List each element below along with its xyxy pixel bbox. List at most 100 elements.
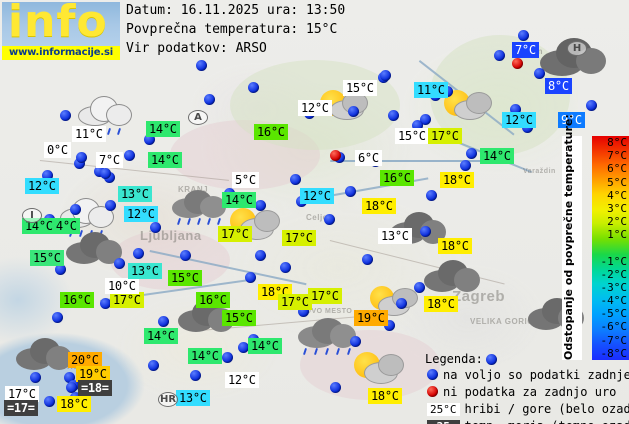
station-dot[interactable] xyxy=(196,60,207,71)
station-dot[interactable] xyxy=(255,200,266,211)
temperature-label: 15°C xyxy=(395,128,429,144)
scale-tick-label: -2°C xyxy=(600,268,628,281)
station-dot[interactable] xyxy=(345,186,356,197)
station-dot[interactable] xyxy=(238,342,249,353)
scale-tick-label: 8°C xyxy=(607,136,627,149)
station-dot[interactable] xyxy=(222,352,233,363)
station-dot[interactable] xyxy=(426,190,437,201)
station-dot[interactable] xyxy=(420,114,431,125)
header-average-temperature: Povprečna temperatura: 15°C xyxy=(126,22,338,37)
station-dot[interactable] xyxy=(348,106,359,117)
temperature-deviation-scale: Odstopanje od povprečne temperature: 8°C… xyxy=(560,114,629,360)
temperature-label: 12°C xyxy=(502,112,536,128)
station-dot[interactable] xyxy=(494,50,505,61)
country-code-badge: A xyxy=(188,110,208,125)
station-dot-no-data[interactable] xyxy=(330,150,341,161)
temperature-label: 14°C xyxy=(144,328,178,344)
temperature-label: 20°C xyxy=(68,352,102,368)
temperature-label: 15°C xyxy=(30,250,64,266)
temperature-label: 18°C xyxy=(438,238,472,254)
temperature-label: 16°C xyxy=(254,124,288,140)
temperature-label: 17°C xyxy=(110,292,144,308)
scale-tick-label: 2°C xyxy=(607,215,627,228)
station-dot[interactable] xyxy=(150,222,161,233)
temperature-label: 17°C xyxy=(282,230,316,246)
temperature-label: 12°C xyxy=(225,372,259,388)
station-dot[interactable] xyxy=(55,264,66,275)
station-dot[interactable] xyxy=(124,150,135,161)
temperature-label: 14°C xyxy=(248,338,282,354)
legend-row-text: temp. morja (temno ozadje) xyxy=(465,419,629,424)
station-dot[interactable] xyxy=(105,200,116,211)
station-dot[interactable] xyxy=(66,382,77,393)
station-dot[interactable] xyxy=(412,120,423,131)
station-dot[interactable] xyxy=(280,262,291,273)
station-dot[interactable] xyxy=(204,94,215,105)
station-dot[interactable] xyxy=(133,248,144,259)
station-dot[interactable] xyxy=(362,254,373,265)
station-dot[interactable] xyxy=(70,204,81,215)
temperature-label: 6°C xyxy=(355,150,382,166)
temperature-label: 7°C xyxy=(512,42,539,58)
station-dot[interactable] xyxy=(100,168,111,179)
station-dot[interactable] xyxy=(104,172,115,183)
station-dot[interactable] xyxy=(510,104,521,115)
station-dot[interactable] xyxy=(180,250,191,261)
station-dot[interactable] xyxy=(255,250,266,261)
legend-blue-dot-icon xyxy=(427,369,438,380)
station-dot[interactable] xyxy=(148,360,159,371)
station-dot[interactable] xyxy=(330,382,341,393)
temperature-label: 16°C xyxy=(60,292,94,308)
temperature-label: 18°C xyxy=(57,396,91,412)
station-dot[interactable] xyxy=(245,272,256,283)
temperature-label: 12°C xyxy=(300,188,334,204)
temperature-label: 9°C xyxy=(558,112,585,128)
station-dot[interactable] xyxy=(248,82,259,93)
station-dot[interactable] xyxy=(42,170,53,181)
scale-title: Odstopanje od povprečne temperature: xyxy=(562,114,582,360)
station-dot[interactable] xyxy=(114,258,125,269)
station-dot[interactable] xyxy=(158,316,169,327)
station-dot[interactable] xyxy=(74,158,85,169)
station-dot[interactable] xyxy=(466,148,477,159)
temperature-label: 0°C xyxy=(44,142,71,158)
station-dot[interactable] xyxy=(298,306,309,317)
station-dot-no-data[interactable] xyxy=(512,58,523,69)
station-dot[interactable] xyxy=(384,320,395,331)
scale-tick-label: 5°C xyxy=(607,176,627,189)
station-dot[interactable] xyxy=(414,282,425,293)
station-dot[interactable] xyxy=(396,298,407,309)
scale-tick-label: 6°C xyxy=(607,162,627,175)
temperature-label: 10°C xyxy=(105,278,139,294)
station-dot[interactable] xyxy=(64,372,75,383)
station-dot[interactable] xyxy=(60,110,71,121)
scale-tick-label: 1°C xyxy=(607,228,627,241)
temperature-label: 13°C xyxy=(378,228,412,244)
station-dot[interactable] xyxy=(486,354,497,365)
station-dot[interactable] xyxy=(460,160,471,171)
station-dot[interactable] xyxy=(94,166,105,177)
temperature-label: 17°C xyxy=(278,294,312,310)
temperature-label: 13°C xyxy=(118,186,152,202)
station-dot[interactable] xyxy=(52,312,63,323)
temperature-label: 11°C xyxy=(72,126,106,142)
station-dot[interactable] xyxy=(290,174,301,185)
station-dot[interactable] xyxy=(420,226,431,237)
station-dot[interactable] xyxy=(350,336,361,347)
station-dot[interactable] xyxy=(44,396,55,407)
station-dot[interactable] xyxy=(324,214,335,225)
station-dot[interactable] xyxy=(76,152,87,163)
station-dot[interactable] xyxy=(30,372,41,383)
station-dot[interactable] xyxy=(534,68,545,79)
station-dot[interactable] xyxy=(190,370,201,381)
station-dot[interactable] xyxy=(100,298,111,309)
station-dot[interactable] xyxy=(144,134,155,145)
scale-tick-label: 4°C xyxy=(607,189,627,202)
station-dot[interactable] xyxy=(380,70,391,81)
scale-tick-label: -1°C xyxy=(600,255,628,268)
site-logo[interactable]: info www.informacije.si xyxy=(2,2,120,60)
header-date: Datum: 16.11.2025 ura: 13:50 xyxy=(126,3,346,18)
station-dot[interactable] xyxy=(518,30,529,41)
station-dot[interactable] xyxy=(388,110,399,121)
station-dot[interactable] xyxy=(586,100,597,111)
